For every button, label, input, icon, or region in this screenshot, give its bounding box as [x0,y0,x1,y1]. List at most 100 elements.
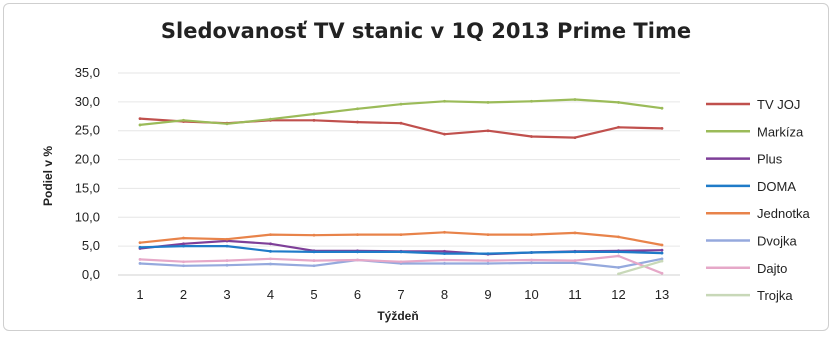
data-point [530,99,533,103]
data-point [269,242,272,246]
data-point [443,249,446,253]
x-tick-label: 3 [223,287,230,302]
data-point [312,118,316,122]
data-point [182,242,185,246]
data-point [138,258,142,261]
legend-label: Plus [757,152,783,167]
legend-item-jednotka: Jednotka [706,206,811,221]
y-tick-label: 25,0 [75,123,100,138]
series-line-tv-joj [138,117,664,139]
data-point [617,235,620,239]
data-point [225,259,229,262]
data-point [443,262,446,265]
data-point [530,258,533,262]
data-point [138,245,142,249]
series-tv-joj [138,117,664,140]
data-point [530,261,533,265]
data-point [486,259,490,262]
legend-item-tv-joj: TV JOJ [706,97,800,112]
data-point [138,117,142,120]
data-point [312,233,316,237]
series-trojka [617,259,664,276]
data-point [269,117,272,121]
legend: TV JOJ Markíza Plus DOMA Jednotka Dvojka Dajto… [706,97,811,303]
legend-item-doma: DOMA [706,179,796,194]
series-lines [138,98,664,276]
data-point [660,271,664,275]
data-point [530,251,533,254]
data-point [573,98,577,101]
data-point [356,258,359,262]
data-point [660,248,664,252]
data-point [182,244,185,248]
data-point [356,107,359,111]
x-tick-label: 7 [397,287,404,302]
legend-item-dvojka: Dvojka [706,234,798,249]
data-point [530,233,533,237]
data-point [617,125,620,129]
data-point [182,260,185,264]
data-point [660,251,664,255]
data-point [399,121,403,125]
data-point [573,261,577,265]
data-point [269,257,272,261]
data-point [660,257,664,261]
y-tick-label: 0,0 [82,267,100,282]
data-point [356,250,359,254]
x-tick-label: 1 [136,287,143,302]
series-dvojka [138,257,664,269]
data-point [486,129,490,133]
y-tick-label: 20,0 [75,152,100,167]
data-point [182,118,185,122]
data-point [660,106,664,110]
y-tick-label: 35,0 [75,65,100,80]
y-tick-label: 30,0 [75,94,100,109]
chart-frame [3,3,829,331]
data-point [356,233,359,237]
legend-label: TV JOJ [757,97,800,112]
chart-title: Sledovanosť TV stanic v 1Q 2013 Prime Ti… [161,19,691,43]
data-point [225,237,229,241]
data-point [225,263,229,267]
data-point [312,250,316,254]
data-point [356,120,359,124]
data-point [573,250,577,254]
data-point [617,101,620,104]
data-point [269,233,272,237]
data-point [399,250,403,254]
data-point [486,233,490,237]
x-tick-label: 13 [655,287,669,302]
data-point [225,122,229,126]
legend-item-plus: Plus [706,152,783,167]
data-point [182,264,185,268]
legend-item-dajto: Dajto [706,261,787,276]
data-point [312,259,316,262]
data-point [312,264,316,268]
y-axis-label: Podiel v % [41,146,55,206]
y-tick-label: 5,0 [82,238,100,253]
data-point [138,262,142,265]
legend-item-mark-za: Markíza [706,124,804,139]
data-point [269,249,272,253]
series-line-trojka [617,260,664,275]
x-tick-label: 11 [568,287,582,302]
data-point [573,259,577,262]
series-jednotka [138,230,664,247]
data-point [269,262,272,266]
y-axis-ticks: 0,0 5,0 10,0 15,0 20,0 25,0 30,0 35,0 [75,65,100,282]
x-tick-label: 4 [267,287,274,302]
data-point [617,266,620,269]
legend-label: Markíza [757,124,804,139]
data-point [443,230,446,234]
data-point [617,250,620,254]
x-tick-label: 8 [441,287,448,302]
x-tick-label: 10 [524,287,538,302]
data-point [138,241,142,245]
data-point [443,252,446,256]
x-tick-label: 6 [354,287,361,302]
data-point [399,260,403,264]
data-point [312,112,316,116]
data-point [660,259,664,263]
series-doma [138,244,664,256]
data-point [530,135,533,138]
